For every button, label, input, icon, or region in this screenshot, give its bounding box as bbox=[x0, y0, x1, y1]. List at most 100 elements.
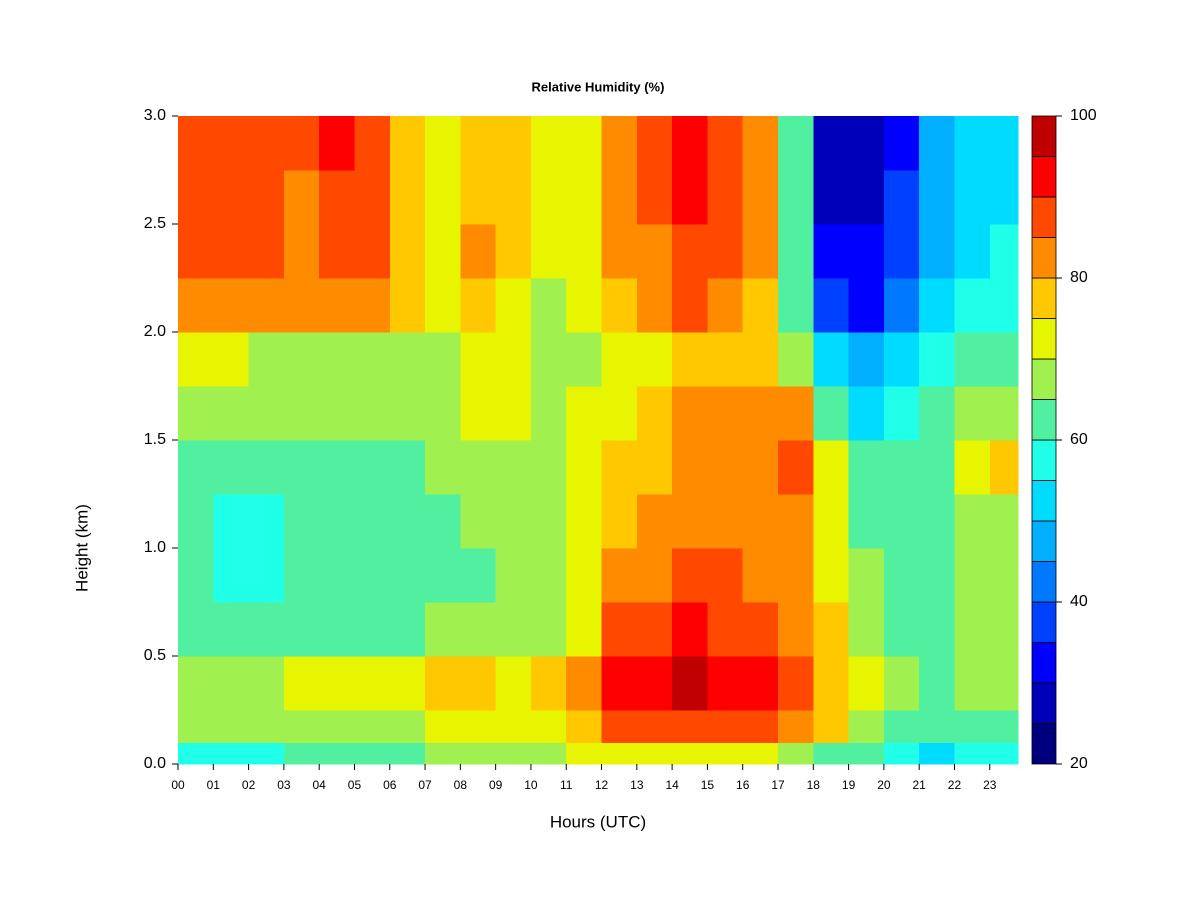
heatmap-cell bbox=[778, 116, 814, 171]
heatmap-cell bbox=[283, 656, 320, 711]
heatmap-cells bbox=[178, 116, 1019, 765]
heatmap-cell bbox=[778, 386, 814, 441]
heatmap-cell bbox=[672, 440, 709, 495]
heatmap-cell bbox=[672, 224, 709, 279]
heatmap-cell bbox=[319, 742, 356, 765]
colorbar-swatch bbox=[1031, 520, 1057, 562]
heatmap-cell bbox=[813, 494, 850, 549]
heatmap-cell bbox=[530, 386, 567, 441]
heatmap-cell bbox=[495, 602, 532, 657]
heatmap-cell bbox=[319, 224, 356, 279]
heatmap-cell bbox=[566, 332, 603, 387]
heatmap-cell bbox=[178, 656, 214, 711]
heatmap-cell bbox=[389, 224, 426, 279]
heatmap-cell bbox=[460, 116, 497, 171]
heatmap-cell bbox=[319, 494, 356, 549]
heatmap-cell bbox=[178, 224, 214, 279]
x-tick-label: 20 bbox=[877, 778, 891, 792]
heatmap-cell bbox=[848, 548, 885, 603]
heatmap-cell bbox=[989, 656, 1019, 711]
heatmap-cell bbox=[248, 602, 285, 657]
heatmap-cell bbox=[813, 742, 850, 765]
heatmap-cell bbox=[283, 440, 320, 495]
heatmap-cell bbox=[495, 440, 532, 495]
colorbar-swatch bbox=[1031, 318, 1057, 360]
heatmap-cell bbox=[566, 224, 603, 279]
heatmap-cell bbox=[319, 602, 356, 657]
heatmap-cell bbox=[354, 440, 391, 495]
heatmap-cell bbox=[601, 440, 638, 495]
heatmap-cell bbox=[460, 170, 497, 225]
heatmap-cell bbox=[213, 278, 250, 333]
heatmap-cell bbox=[530, 278, 567, 333]
heatmap-cell bbox=[919, 386, 956, 441]
colorbar-swatch bbox=[1031, 439, 1057, 481]
heatmap-cell bbox=[213, 170, 250, 225]
heatmap-cell bbox=[319, 116, 356, 171]
heatmap-cell bbox=[848, 710, 885, 743]
heatmap-cell bbox=[954, 602, 991, 657]
heatmap-cell bbox=[248, 170, 285, 225]
heatmap-cell bbox=[213, 548, 250, 603]
heatmap-cell bbox=[919, 440, 956, 495]
heatmap-cell bbox=[495, 494, 532, 549]
heatmap-cell bbox=[989, 278, 1019, 333]
heatmap-cell bbox=[319, 278, 356, 333]
heatmap-cell bbox=[354, 332, 391, 387]
heatmap-cell bbox=[425, 602, 461, 657]
heatmap-cell bbox=[883, 742, 920, 765]
heatmap-cell bbox=[919, 742, 956, 765]
colorbar-swatch bbox=[1031, 601, 1057, 643]
heatmap-cell bbox=[707, 710, 744, 743]
heatmap-cell bbox=[425, 170, 461, 225]
heatmap-cell bbox=[354, 548, 391, 603]
heatmap-cell bbox=[460, 710, 497, 743]
heatmap-cell bbox=[672, 710, 709, 743]
heatmap-cell bbox=[989, 332, 1019, 387]
heatmap-cell bbox=[425, 332, 461, 387]
heatmap-cell bbox=[460, 224, 497, 279]
heatmap-cell bbox=[707, 386, 744, 441]
heatmap-cell bbox=[742, 386, 779, 441]
heatmap-cell bbox=[883, 116, 920, 171]
heatmap-cell bbox=[389, 548, 426, 603]
heatmap-cell bbox=[354, 386, 391, 441]
heatmap-cell bbox=[283, 170, 320, 225]
heatmap-cell bbox=[742, 224, 779, 279]
x-tick-label: 06 bbox=[383, 778, 397, 792]
heatmap-cell bbox=[672, 742, 709, 765]
heatmap-cell bbox=[883, 494, 920, 549]
heatmap-cell bbox=[460, 742, 497, 765]
heatmap-cell bbox=[601, 548, 638, 603]
heatmap-cell bbox=[495, 170, 532, 225]
heatmap-cell bbox=[601, 710, 638, 743]
heatmap-cell bbox=[778, 548, 814, 603]
y-tick-label: 0.5 bbox=[144, 647, 166, 664]
x-tick-label: 21 bbox=[912, 778, 926, 792]
heatmap-cell bbox=[883, 332, 920, 387]
heatmap-cell bbox=[813, 116, 850, 171]
heatmap-cell bbox=[707, 440, 744, 495]
heatmap-cell bbox=[989, 602, 1019, 657]
heatmap-cell bbox=[530, 224, 567, 279]
heatmap-cell bbox=[742, 332, 779, 387]
heatmap-cell bbox=[636, 710, 673, 743]
heatmap-cell bbox=[354, 278, 391, 333]
heatmap-cell bbox=[389, 116, 426, 171]
heatmap-cell bbox=[389, 170, 426, 225]
heatmap-cell bbox=[883, 548, 920, 603]
heatmap-cell bbox=[213, 386, 250, 441]
heatmap-cell bbox=[919, 278, 956, 333]
heatmap-cell bbox=[495, 116, 532, 171]
heatmap-cell bbox=[742, 742, 779, 765]
heatmap-cell bbox=[389, 386, 426, 441]
heatmap-cell bbox=[460, 494, 497, 549]
heatmap-cell bbox=[283, 548, 320, 603]
heatmap-cell bbox=[530, 602, 567, 657]
heatmap-cell bbox=[813, 440, 850, 495]
y-tick-label: 2.5 bbox=[144, 215, 166, 232]
heatmap-cell bbox=[989, 494, 1019, 549]
heatmap-cell bbox=[566, 278, 603, 333]
heatmap-cell bbox=[530, 116, 567, 171]
heatmap-cell bbox=[248, 116, 285, 171]
